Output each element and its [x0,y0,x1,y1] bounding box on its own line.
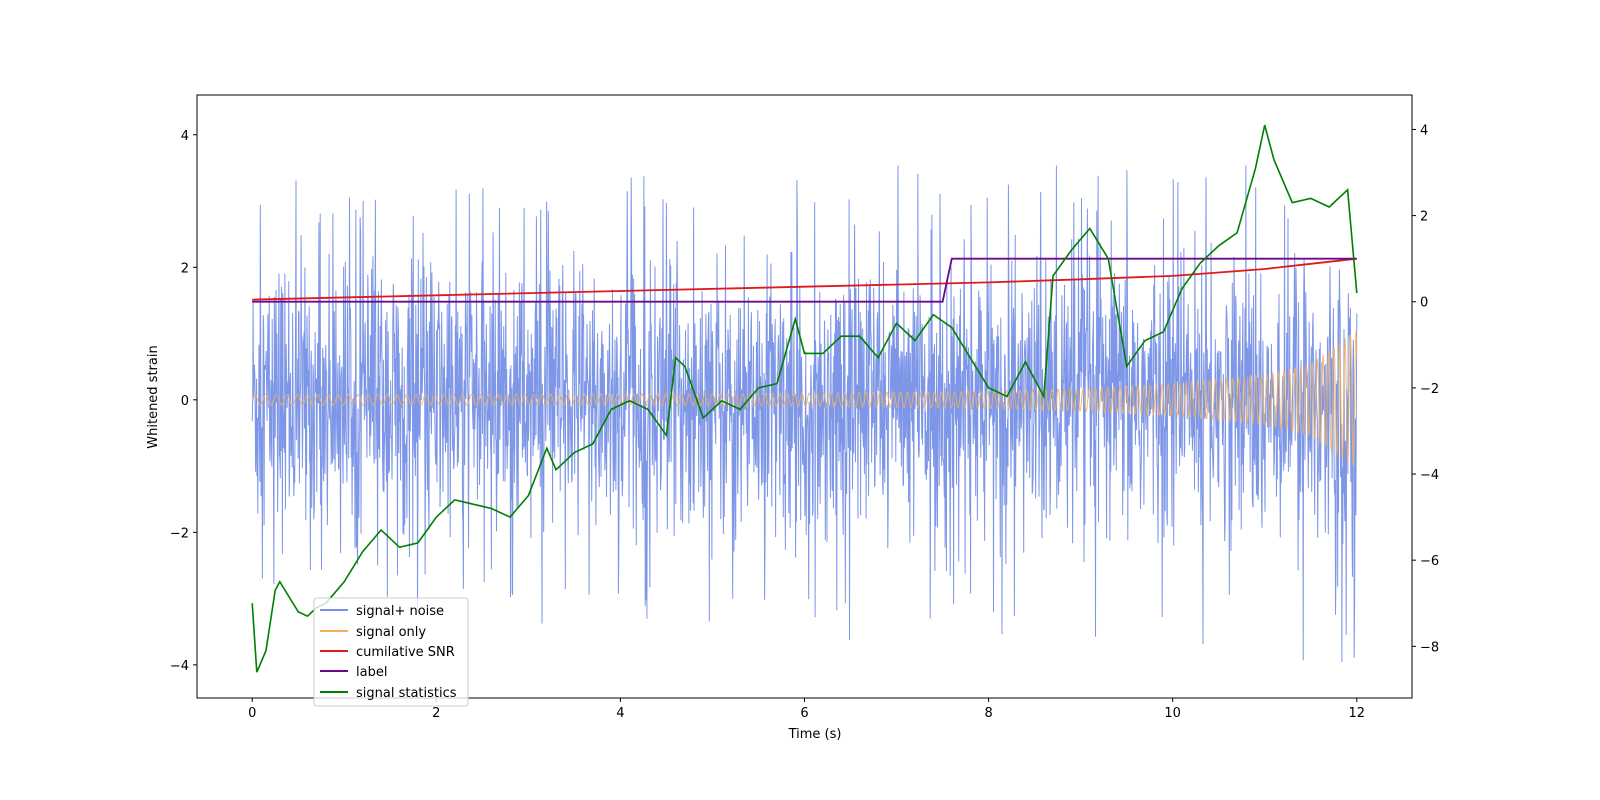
x-tick-label: 12 [1348,706,1365,721]
series-cumulative-snr [252,257,1357,301]
x-axis: 0 2 4 6 8 10 12 [248,698,1365,721]
x-tick-label: 6 [800,706,808,721]
y-right-tick-label: 2 [1420,210,1428,225]
y-right-tick-label: −2 [1420,382,1439,397]
series-signal-noise [251,165,1358,663]
legend: signal+ noise signal only cumilative SNR… [313,597,469,707]
y-right-tick-label: 4 [1420,123,1428,138]
series-signal-only [251,331,1358,467]
y-left-tick-label: −4 [170,659,189,674]
y-left-tick-label: 4 [181,129,189,144]
x-tick-label: 10 [1164,706,1181,721]
y-left-tick-label: −2 [170,526,189,541]
y-left-tick-label: 0 [181,394,189,409]
series-label [252,257,1357,303]
y-axis-left: −4 −2 0 2 4 [170,129,197,674]
y-right-tick-label: −4 [1420,468,1439,483]
x-tick-label: 2 [432,706,440,721]
y-right-tick-label: −8 [1420,640,1439,655]
y-axis-right: −8 −6 −4 −2 0 2 4 [1412,123,1439,655]
legend-label-signal-only: signal only [356,625,426,640]
y-axis-label: Whitened strain [146,345,161,448]
y-right-tick-label: −6 [1420,554,1439,569]
legend-label-label: label [356,665,387,680]
y-left-tick-label: 2 [181,261,189,276]
x-tick-label: 0 [248,706,256,721]
y-right-tick-label: 0 [1420,296,1428,311]
legend-label-signal-noise: signal+ noise [356,604,444,619]
series-signal-statistics [251,124,1358,673]
x-tick-label: 4 [616,706,624,721]
legend-label-cumulative-snr: cumilative SNR [356,645,455,660]
x-axis-label: Time (s) [788,727,842,742]
plot-series [251,124,1358,673]
x-tick-label: 8 [984,706,992,721]
legend-label-signal-statistics: signal statistics [356,686,457,701]
legend-box [313,597,469,707]
